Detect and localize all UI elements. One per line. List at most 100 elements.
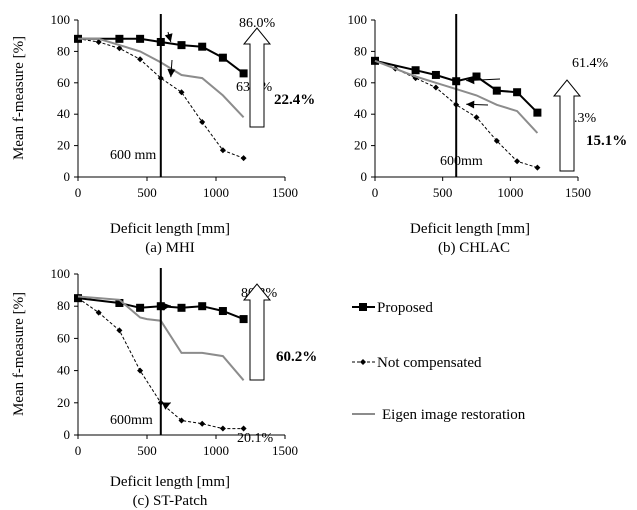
legend-item-not-compensated: Not compensated — [352, 355, 482, 371]
x-tick-label: 1000 — [203, 185, 229, 200]
x-tick-label: 1000 — [203, 443, 229, 458]
chart-panel-mhi: (a) MHI Deficit length [mm] Mean f-measu… — [11, 12, 315, 256]
legend-item-proposed: Proposed — [352, 300, 433, 316]
data-point-not-compensated — [240, 155, 247, 162]
chart-panel-st-patch: (c) ST-Patch Deficit length [mm] Mean f-… — [11, 266, 317, 509]
marker-line-label: 600mm — [110, 413, 153, 428]
x-tick-label: 1500 — [565, 185, 591, 200]
legend-label: Not compensated — [377, 355, 482, 371]
x-axis-label: Deficit length [mm] — [110, 221, 230, 237]
y-tick-label: 0 — [64, 427, 71, 442]
data-point-proposed — [239, 315, 248, 324]
chart-caption: (b) CHLAC — [438, 240, 510, 256]
legend-label: Proposed — [377, 300, 433, 316]
y-tick-label: 0 — [361, 169, 368, 184]
data-point-proposed — [136, 303, 145, 312]
data-point-proposed — [198, 302, 207, 311]
data-point-not-compensated — [219, 425, 226, 432]
data-point-not-compensated — [137, 56, 144, 63]
data-point-proposed — [492, 86, 501, 95]
legend: Proposed Not compensated Eigen image res… — [352, 300, 526, 423]
x-tick-label: 500 — [433, 185, 453, 200]
legend-label: Eigen image restoration — [382, 407, 526, 423]
improvement-arrow — [242, 27, 272, 128]
x-tick-label: 500 — [137, 185, 157, 200]
y-tick-label: 60 — [57, 330, 70, 345]
y-tick-label: 60 — [354, 75, 367, 90]
data-point-not-compensated — [178, 417, 185, 424]
improvement-arrow — [552, 79, 582, 172]
annotation-arrowhead — [164, 33, 173, 42]
x-tick-label: 1500 — [272, 185, 298, 200]
annotation-label: 86.0% — [239, 16, 276, 31]
data-point-not-compensated — [137, 367, 144, 374]
data-point-not-compensated — [116, 327, 123, 334]
legend-marker-not-compensated — [360, 359, 366, 365]
annotation-label: 20.1% — [237, 431, 274, 446]
y-tick-label: 40 — [57, 106, 70, 121]
chart-caption: (a) MHI — [145, 240, 195, 256]
x-tick-label: 0 — [75, 185, 82, 200]
data-point-not-compensated — [116, 45, 123, 52]
data-point-proposed — [513, 88, 522, 97]
data-point-proposed — [218, 307, 227, 316]
series-line-not-compensated — [374, 60, 538, 169]
data-point-not-compensated — [178, 89, 185, 96]
data-point-not-compensated — [534, 164, 541, 171]
data-point-proposed — [115, 298, 124, 307]
marker-line-label: 600mm — [440, 154, 483, 169]
data-point-proposed — [198, 42, 207, 51]
chart-panel-chlac: (b) CHLAC Deficit length [mm] 15.1% 0 20 4… — [348, 12, 628, 256]
data-point-not-compensated — [473, 114, 480, 121]
annotation-label: 61.4% — [572, 56, 609, 71]
y-tick-label: 40 — [57, 363, 70, 378]
data-point-proposed — [411, 66, 420, 75]
data-point-proposed — [239, 69, 248, 78]
data-point-proposed — [177, 303, 186, 312]
improvement-label: 15.1% — [586, 133, 627, 149]
x-axis-label: Deficit length [mm] — [110, 474, 230, 490]
y-tick-label: 0 — [64, 169, 71, 184]
data-point-not-compensated — [95, 309, 102, 316]
y-axis-label: Mean f-measure [%] — [11, 292, 27, 416]
y-tick-label: 100 — [51, 12, 71, 27]
y-tick-label: 80 — [57, 298, 70, 313]
y-tick-label: 80 — [354, 43, 367, 58]
data-point-proposed — [533, 108, 542, 117]
data-point-not-compensated — [219, 147, 226, 154]
data-point-not-compensated — [432, 84, 439, 91]
y-tick-label: 20 — [354, 138, 367, 153]
y-tick-label: 100 — [348, 12, 368, 27]
series-line-eigen — [77, 295, 245, 381]
legend-marker-proposed — [359, 303, 367, 311]
data-point-not-compensated — [240, 425, 247, 432]
improvement-label: 60.2% — [276, 349, 317, 365]
annotation-arrowhead — [161, 402, 171, 410]
y-tick-label: 20 — [57, 395, 70, 410]
annotation-arrowhead — [167, 68, 176, 78]
y-tick-label: 80 — [57, 43, 70, 58]
data-point-proposed — [472, 72, 481, 81]
data-point-proposed — [431, 70, 440, 79]
x-tick-label: 500 — [137, 443, 157, 458]
data-point-proposed — [115, 34, 124, 43]
y-axis-label: Mean f-measure [%] — [11, 36, 27, 160]
marker-line-label: 600 mm — [110, 148, 156, 163]
y-tick-label: 40 — [354, 106, 367, 121]
x-tick-label: 1500 — [272, 443, 298, 458]
x-axis-label: Deficit length [mm] — [410, 221, 530, 237]
data-point-proposed — [177, 41, 186, 50]
data-point-not-compensated — [493, 137, 500, 144]
chart-caption: (c) ST-Patch — [133, 493, 208, 509]
data-point-proposed — [136, 34, 145, 43]
annotation-arrowhead — [466, 76, 475, 85]
y-tick-label: 20 — [57, 138, 70, 153]
y-tick-label: 100 — [51, 266, 71, 281]
annotation-arrowhead — [162, 302, 171, 311]
x-tick-label: 0 — [372, 185, 379, 200]
legend-item-eigen: Eigen image restoration — [352, 407, 526, 423]
data-point-not-compensated — [199, 119, 206, 126]
data-point-not-compensated — [199, 420, 206, 427]
improvement-label: 22.4% — [274, 92, 315, 108]
